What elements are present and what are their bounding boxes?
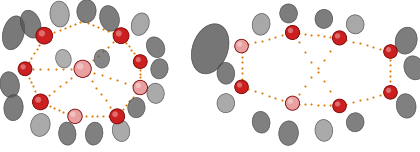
Ellipse shape: [55, 49, 71, 68]
Ellipse shape: [346, 15, 364, 34]
Ellipse shape: [279, 121, 298, 145]
Ellipse shape: [192, 24, 229, 74]
Circle shape: [235, 39, 248, 53]
Circle shape: [77, 63, 84, 70]
Circle shape: [235, 80, 248, 94]
Ellipse shape: [31, 114, 50, 136]
Ellipse shape: [315, 9, 333, 28]
Ellipse shape: [315, 119, 333, 141]
Ellipse shape: [151, 59, 168, 79]
Ellipse shape: [77, 0, 96, 23]
Circle shape: [237, 42, 242, 47]
Circle shape: [136, 57, 141, 62]
Circle shape: [116, 30, 122, 36]
Circle shape: [333, 31, 346, 45]
Circle shape: [21, 64, 26, 69]
Circle shape: [286, 96, 299, 110]
Ellipse shape: [217, 94, 235, 113]
Circle shape: [237, 82, 242, 88]
Circle shape: [68, 109, 82, 124]
Circle shape: [133, 55, 147, 69]
Ellipse shape: [404, 56, 420, 80]
Ellipse shape: [147, 83, 164, 103]
Ellipse shape: [217, 62, 235, 84]
Circle shape: [18, 62, 32, 76]
Circle shape: [384, 86, 397, 99]
Ellipse shape: [128, 98, 145, 118]
Circle shape: [335, 33, 340, 39]
Ellipse shape: [346, 113, 364, 132]
Ellipse shape: [395, 27, 417, 54]
Circle shape: [74, 60, 91, 77]
Ellipse shape: [4, 95, 23, 121]
Circle shape: [335, 101, 340, 107]
Circle shape: [35, 97, 41, 103]
Ellipse shape: [252, 14, 270, 35]
Ellipse shape: [396, 94, 416, 118]
Circle shape: [32, 94, 48, 110]
Ellipse shape: [252, 111, 270, 133]
Circle shape: [112, 111, 118, 117]
Circle shape: [386, 47, 391, 52]
Ellipse shape: [100, 6, 119, 31]
Ellipse shape: [85, 122, 103, 145]
Circle shape: [110, 109, 125, 124]
Circle shape: [70, 112, 76, 117]
Ellipse shape: [3, 16, 25, 50]
Ellipse shape: [280, 4, 297, 23]
Circle shape: [113, 28, 129, 44]
Circle shape: [333, 99, 346, 113]
Circle shape: [288, 98, 293, 104]
Ellipse shape: [112, 120, 130, 142]
Circle shape: [288, 28, 293, 33]
Ellipse shape: [21, 10, 41, 38]
Ellipse shape: [59, 122, 76, 145]
Ellipse shape: [131, 13, 149, 35]
Ellipse shape: [0, 72, 19, 98]
Circle shape: [384, 45, 397, 58]
Ellipse shape: [50, 1, 69, 27]
Circle shape: [136, 83, 141, 88]
Ellipse shape: [94, 49, 110, 68]
Circle shape: [386, 88, 391, 93]
Ellipse shape: [147, 37, 165, 57]
Circle shape: [286, 25, 299, 40]
Circle shape: [39, 30, 45, 36]
Circle shape: [36, 27, 52, 44]
Circle shape: [133, 80, 147, 95]
